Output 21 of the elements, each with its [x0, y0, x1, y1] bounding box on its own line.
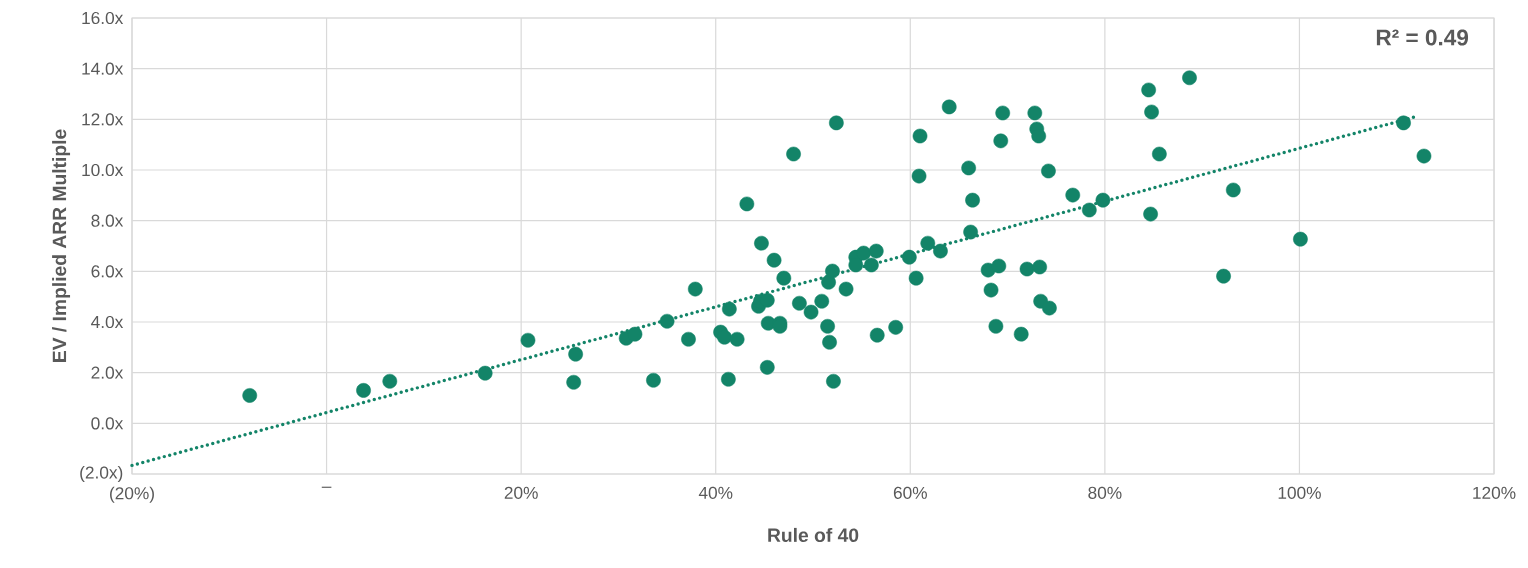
y-tick-label: 2.0x [91, 366, 124, 379]
x-tick-label: 40% [698, 486, 733, 499]
y-tick-label: 0.0x [91, 417, 124, 430]
y-tick-label: 8.0x [91, 214, 124, 227]
y-tick-label: 12.0x [82, 113, 124, 126]
y-tick-label: 10.0x [82, 163, 124, 177]
x-tick-label: 80% [1088, 486, 1122, 499]
y-tick-label: 6.0x [91, 265, 124, 278]
x-axis-title: Rule of 40 [768, 527, 859, 543]
y-tick-label: 16.0x [82, 11, 124, 25]
y-tick-label: 14.0x [82, 62, 124, 75]
y-tick-label: (2.0x) [80, 465, 123, 483]
y-tick-label: 4.0x [91, 315, 124, 329]
y-axis-title: EV / Implied ARR Multiple [52, 129, 71, 362]
x-tick-label: 100% [1278, 486, 1321, 499]
x-tick-label: 20% [504, 486, 538, 499]
x-tick-label: 60% [893, 486, 927, 499]
x-tick-label: (20%) [110, 486, 154, 503]
x-tick-label: – [321, 486, 332, 488]
annotation: R² = 0.49 [1376, 29, 1469, 46]
x-tick-label: 120% [1473, 486, 1516, 499]
